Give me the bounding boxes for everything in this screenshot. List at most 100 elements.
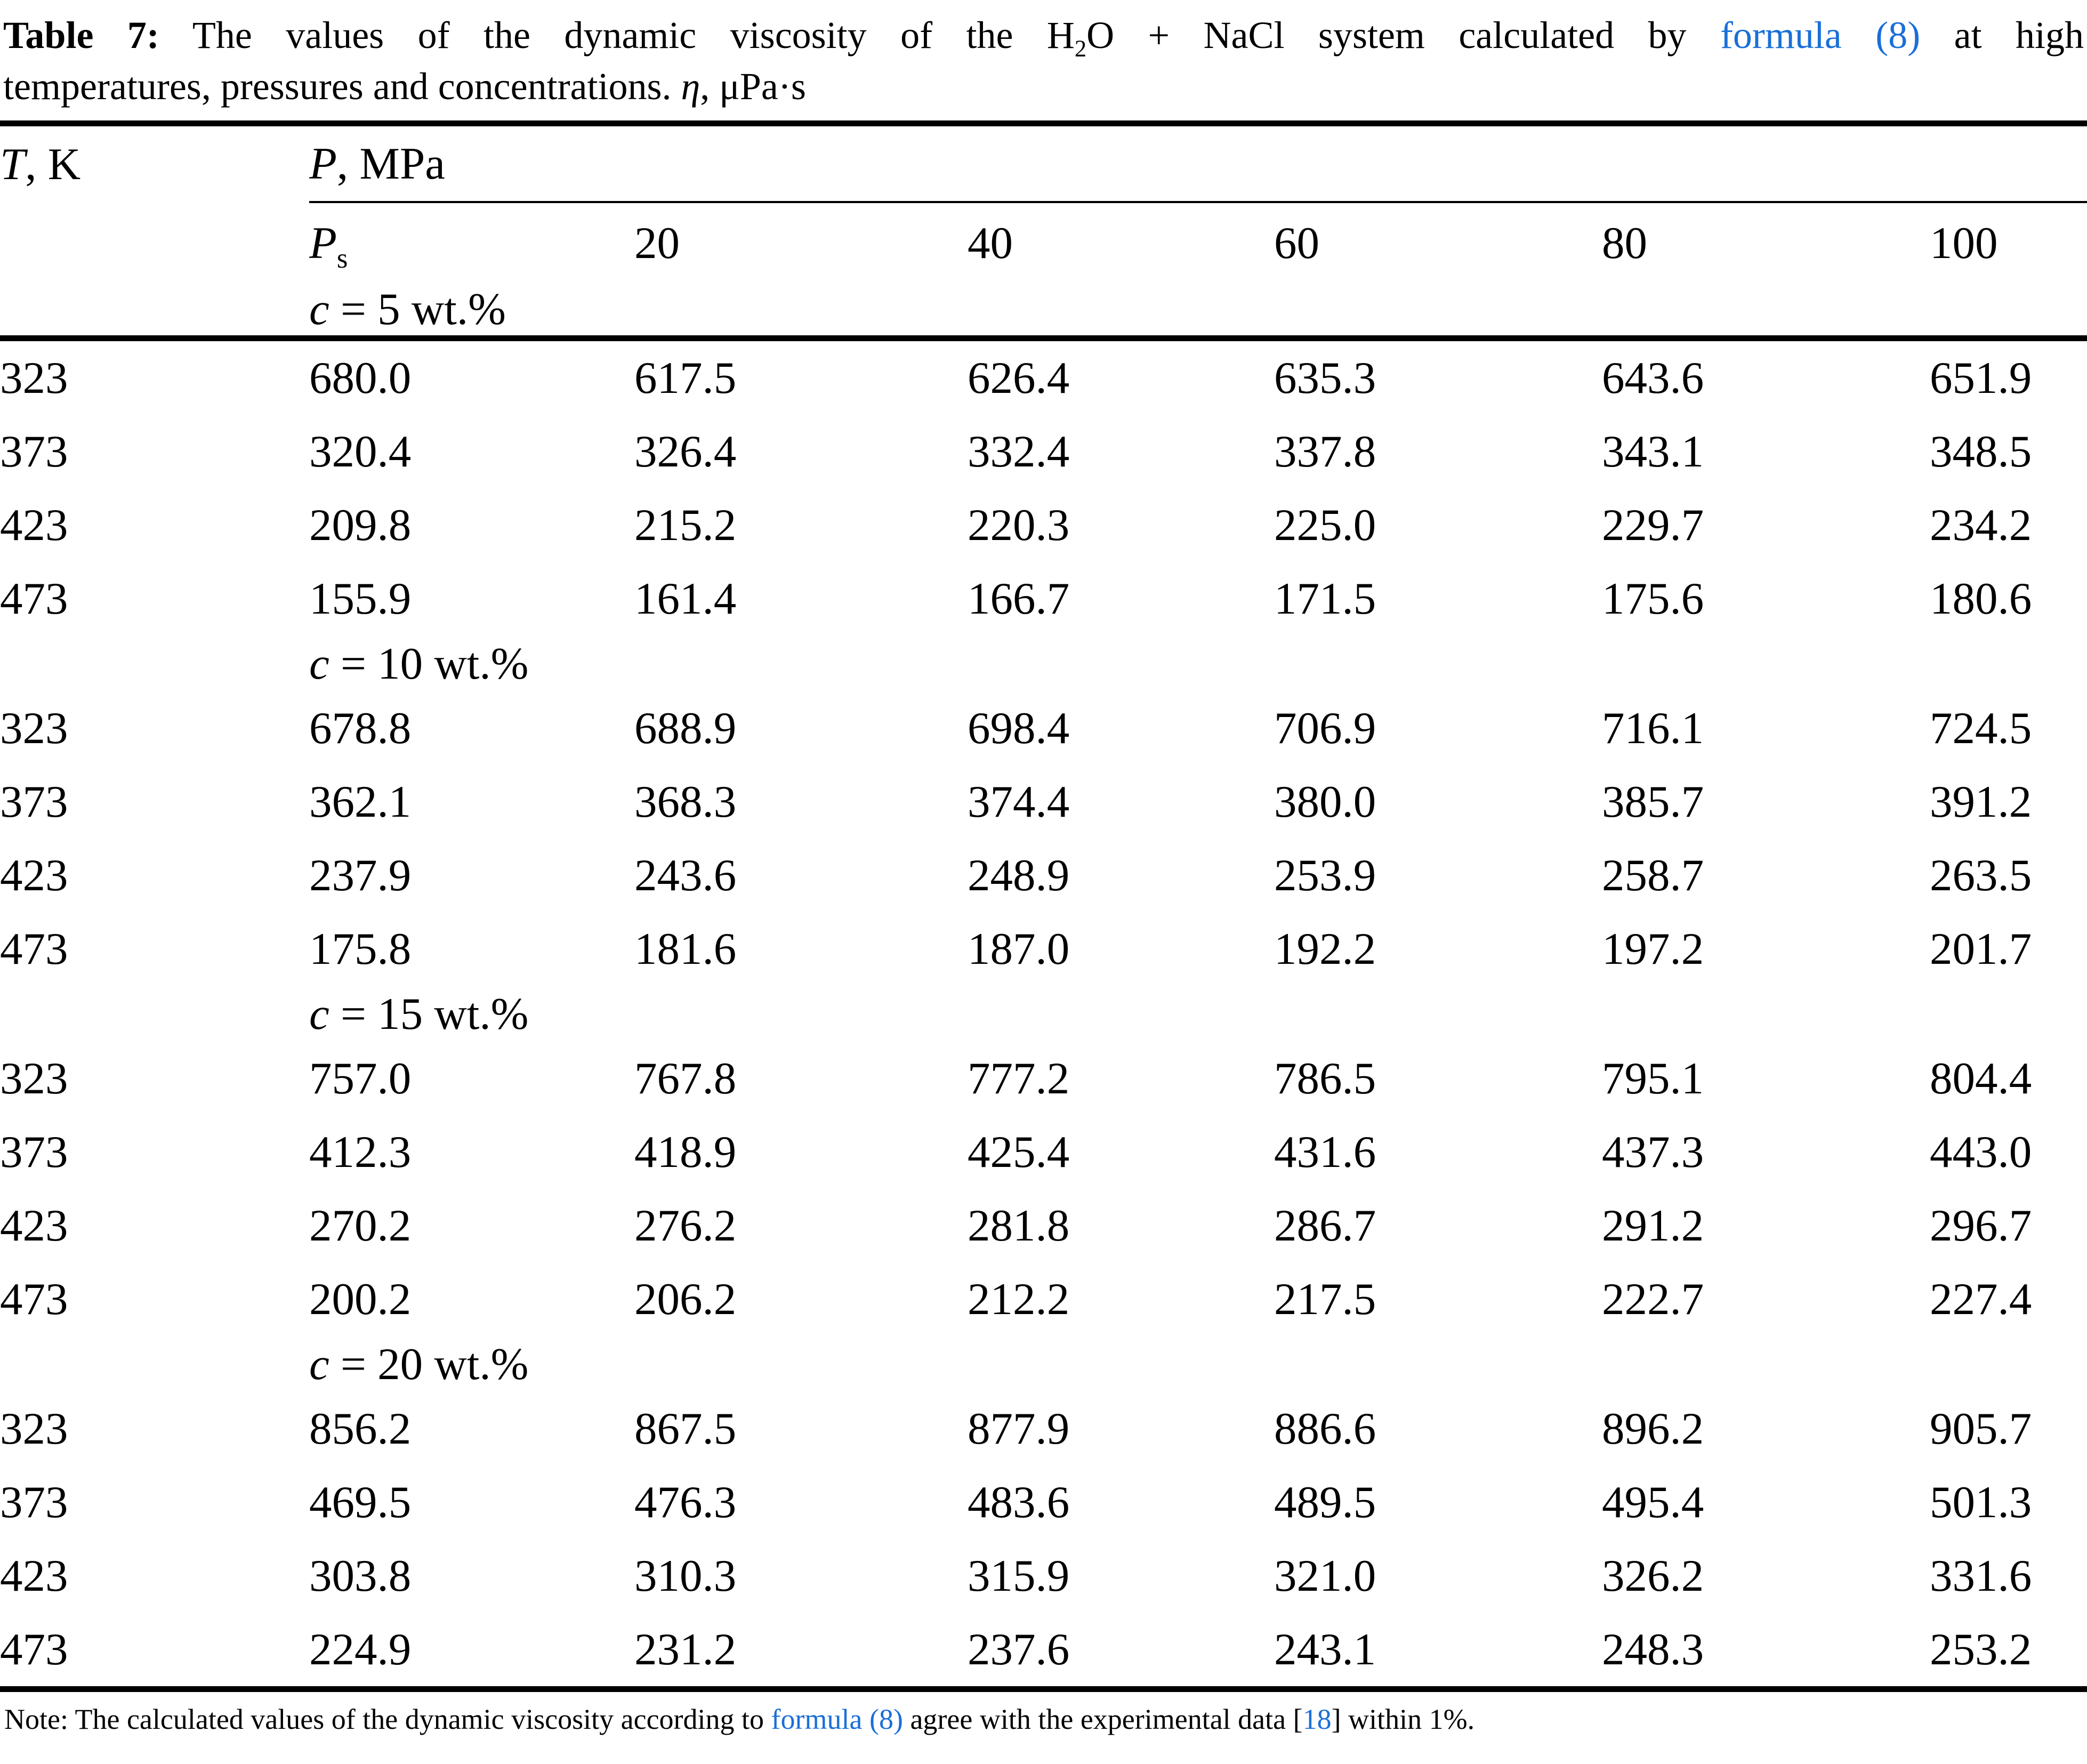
value-cell: 181.6 — [634, 924, 737, 974]
value-cell: 680.0 — [309, 353, 412, 403]
value-cell: 501.3 — [1930, 1477, 2032, 1527]
value-cell: 391.2 — [1930, 777, 2032, 827]
section-label-row-c20: c = 20 wt.% — [0, 1336, 2087, 1392]
temp-cell: 423 — [0, 1551, 68, 1601]
value-cell: 651.9 — [1930, 353, 2032, 403]
formula-link[interactable]: formula (8) — [771, 1703, 903, 1735]
value-cell: 905.7 — [1930, 1404, 2032, 1454]
caption-units: , μPa·s — [700, 65, 806, 108]
temp-cell: 323 — [0, 703, 68, 753]
section-label-text: = 15 wt.% — [329, 988, 529, 1039]
formula-link[interactable]: formula (8) — [1720, 14, 1921, 57]
reference-18-link[interactable]: 18 — [1302, 1703, 1332, 1735]
c-symbol: c — [309, 1339, 329, 1389]
value-cell: 224.9 — [309, 1624, 412, 1674]
value-cell: 757.0 — [309, 1053, 412, 1103]
data-row: 323 757.0 767.8 777.2 786.5 795.1 804.4 — [0, 1042, 2087, 1115]
value-cell: 253.9 — [1274, 850, 1376, 900]
value-cell: 225.0 — [1274, 500, 1376, 550]
header-row-groups: T, K P, MPa — [0, 123, 2087, 203]
caption-text-2: O + NaCl system calculated by — [1086, 14, 1720, 57]
value-cell: 243.1 — [1274, 1624, 1376, 1674]
value-cell: 286.7 — [1274, 1201, 1376, 1251]
value-cell: 418.9 — [634, 1127, 737, 1177]
value-cell: 296.7 — [1930, 1201, 2032, 1251]
value-cell: 343.1 — [1602, 426, 1704, 477]
header-20: 20 — [634, 218, 680, 268]
data-row: 323 680.0 617.5 626.4 635.3 643.6 651.9 — [0, 339, 2087, 415]
c-symbol: c — [309, 988, 329, 1039]
value-cell: 171.5 — [1274, 574, 1376, 624]
value-cell: 804.4 — [1930, 1053, 2032, 1103]
section-label-text: = 10 wt.% — [329, 638, 529, 689]
temp-cell: 473 — [0, 574, 68, 624]
header-100: 100 — [1930, 218, 1998, 268]
value-cell: 166.7 — [968, 574, 1070, 624]
data-row: 473 175.8 181.6 187.0 192.2 197.2 201.7 — [0, 912, 2087, 986]
value-cell: 706.9 — [1274, 703, 1376, 753]
t-symbol: T — [0, 139, 26, 189]
data-row: 423 270.2 276.2 281.8 286.7 291.2 296.7 — [0, 1189, 2087, 1262]
value-cell: 180.6 — [1930, 574, 2032, 624]
value-cell: 412.3 — [309, 1127, 412, 1177]
value-cell: 175.8 — [309, 924, 412, 974]
temp-cell: 423 — [0, 1201, 68, 1251]
temp-cell: 323 — [0, 1053, 68, 1103]
caption-text-3: at high — [1920, 14, 2084, 57]
value-cell: 248.3 — [1602, 1624, 1704, 1674]
section-label-row-c10: c = 10 wt.% — [0, 635, 2087, 691]
data-row: 323 678.8 688.9 698.4 706.9 716.1 724.5 — [0, 691, 2087, 765]
temp-cell: 373 — [0, 426, 68, 477]
data-row: 473 155.9 161.4 166.7 171.5 175.6 180.6 — [0, 562, 2087, 635]
value-cell: 332.4 — [968, 426, 1070, 477]
empty-cell — [0, 202, 309, 283]
value-cell: 303.8 — [309, 1551, 412, 1601]
note-text-2: agree with the experimental data [ — [903, 1703, 1303, 1735]
section-label-c10: c = 10 wt.% — [309, 635, 2087, 691]
value-cell: 337.8 — [1274, 426, 1376, 477]
data-row: 423 209.8 215.2 220.3 225.0 229.7 234.2 — [0, 488, 2087, 562]
section-label-text: = 5 wt.% — [329, 284, 506, 334]
value-cell: 175.6 — [1602, 574, 1704, 624]
header-row-pressures: Ps 20 40 60 80 100 — [0, 202, 2087, 283]
value-cell: 200.2 — [309, 1274, 412, 1324]
value-cell: 231.2 — [634, 1624, 737, 1674]
header-60: 60 — [1274, 218, 1319, 268]
value-cell: 443.0 — [1930, 1127, 2032, 1177]
data-row: 373 320.4 326.4 332.4 337.8 343.1 348.5 — [0, 415, 2087, 488]
section-label-row-c15: c = 15 wt.% — [0, 986, 2087, 1042]
header-p-mpa: P, MPa — [309, 123, 2087, 203]
value-cell: 856.2 — [309, 1404, 412, 1454]
header-40: 40 — [968, 218, 1013, 268]
temp-cell: 423 — [0, 500, 68, 550]
value-cell: 380.0 — [1274, 777, 1376, 827]
value-cell: 187.0 — [968, 924, 1070, 974]
value-cell: 237.6 — [968, 1624, 1070, 1674]
data-row: 373 362.1 368.3 374.4 380.0 385.7 391.2 — [0, 765, 2087, 839]
temp-cell: 323 — [0, 1404, 68, 1454]
value-cell: 374.4 — [968, 777, 1070, 827]
value-cell: 368.3 — [634, 777, 737, 827]
value-cell: 291.2 — [1602, 1201, 1704, 1251]
value-cell: 161.4 — [634, 574, 737, 624]
value-cell: 469.5 — [309, 1477, 412, 1527]
temp-cell: 473 — [0, 1274, 68, 1324]
p-units: , MPa — [336, 139, 446, 189]
value-cell: 786.5 — [1274, 1053, 1376, 1103]
table-caption: Table 7: The values of the dynamic visco… — [0, 10, 2087, 112]
temp-cell: 373 — [0, 1477, 68, 1527]
value-cell: 617.5 — [634, 353, 737, 403]
c-symbol: c — [309, 638, 329, 689]
value-cell: 795.1 — [1602, 1053, 1704, 1103]
empty-cell — [0, 635, 309, 691]
empty-cell — [0, 1336, 309, 1392]
value-cell: 877.9 — [968, 1404, 1070, 1454]
value-cell: 886.6 — [1274, 1404, 1376, 1454]
note-text-3: ] within 1%. — [1331, 1703, 1475, 1735]
empty-cell — [0, 986, 309, 1042]
value-cell: 698.4 — [968, 703, 1070, 753]
data-row: 323 856.2 867.5 877.9 886.6 896.2 905.7 — [0, 1392, 2087, 1465]
section-label-text: = 20 wt.% — [329, 1339, 529, 1389]
value-cell: 227.4 — [1930, 1274, 2032, 1324]
